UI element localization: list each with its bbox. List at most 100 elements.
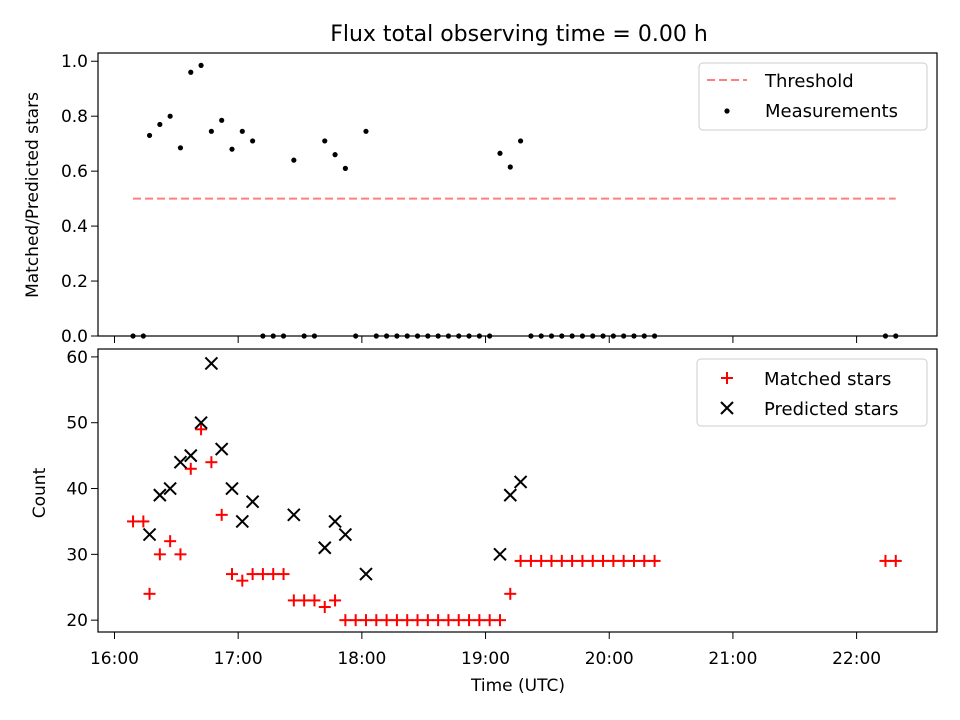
- matched-star-point: [137, 515, 150, 528]
- bottom-y-tick-label: 40: [66, 480, 88, 500]
- predicted-star-stroke-b: [225, 481, 239, 496]
- matched-star-point: [889, 554, 902, 567]
- legend-measurements-label: Measurements: [765, 101, 898, 122]
- bottom-axis-ticks: 16:00 17:00 18:00 19:00 20:00 21:00 22:00 20 30 4…: [66, 348, 881, 669]
- matched-star-point: [153, 548, 166, 561]
- matched-star-point: [370, 614, 383, 627]
- predicted-star-stroke-b: [318, 541, 332, 555]
- top-y-tick-label: 0.0: [61, 327, 88, 347]
- legend-measurements-swatch: [724, 108, 730, 114]
- matched-star-point: [256, 568, 269, 581]
- matched-star-point: [483, 614, 496, 627]
- bottom-y-axis-label: Count: [30, 467, 50, 518]
- predicted-star-point: [142, 527, 157, 542]
- top-axis-ticks: 0.0 0.2 0.4 0.6 0.8 1.0: [61, 52, 858, 347]
- matched-star-point: [607, 554, 620, 567]
- predicted-star-stroke-b: [173, 455, 188, 469]
- matched-star-point: [401, 614, 414, 627]
- bottom-y-tick-label: 30: [66, 545, 88, 565]
- predicted-star-stroke-b: [194, 416, 208, 430]
- measurement-point: [188, 69, 194, 75]
- predicted-star-point: [318, 541, 332, 555]
- matched-star-point: [566, 554, 579, 567]
- predicted-star-point: [493, 547, 507, 562]
- predicted-star-stroke-b: [184, 448, 198, 463]
- matched-star-point: [463, 614, 476, 627]
- matched-star-point: [421, 614, 434, 627]
- matched-star-point: [205, 456, 218, 469]
- measurement-point: [332, 152, 338, 158]
- top-y-tick-label: 0.2: [61, 272, 88, 292]
- x-tick-label: 22:00: [832, 649, 881, 669]
- x-tick-label: 16:00: [90, 649, 139, 669]
- matched-star-point: [576, 554, 589, 567]
- top-chart-title: Flux total observing time = 0.00 h: [330, 22, 708, 47]
- predicted-star-point: [287, 508, 301, 522]
- x-tick-label: 17:00: [214, 649, 263, 669]
- x-axis-label: Time (UTC): [470, 676, 565, 696]
- measurement-point: [517, 138, 524, 144]
- matched-star-point: [349, 614, 362, 627]
- x-tick-label: 20:00: [585, 649, 634, 669]
- predicted-star-point: [503, 488, 517, 502]
- matched-star-point: [287, 594, 300, 607]
- matched-star-point: [339, 614, 352, 627]
- matched-star-point: [617, 554, 630, 567]
- matched-star-point: [215, 508, 228, 521]
- predicted-star-stroke-b: [204, 356, 219, 371]
- measurement-point: [219, 117, 225, 123]
- predicted-star-point: [153, 488, 167, 502]
- predicted-star-point: [184, 448, 198, 463]
- predicted-star-point: [214, 442, 229, 456]
- matched-star-point: [493, 614, 506, 627]
- matched-star-point: [879, 554, 892, 567]
- matched-star-point: [380, 614, 393, 627]
- predicted-star-stroke-b: [493, 547, 507, 562]
- bottom-plot-marks: [127, 356, 902, 627]
- predicted-star-point: [338, 527, 353, 542]
- x-tick-label: 21:00: [708, 649, 757, 669]
- matched-star-point: [127, 515, 140, 528]
- measurement-point: [157, 121, 163, 128]
- measurement-point: [250, 138, 256, 144]
- matched-star-point: [164, 535, 177, 548]
- measurement-point: [229, 146, 235, 152]
- predicted-star-stroke-b: [153, 488, 167, 502]
- matched-star-point: [597, 554, 610, 567]
- matched-star-point: [504, 587, 517, 600]
- matched-star-point: [545, 554, 558, 567]
- matched-star-point: [298, 594, 311, 607]
- predicted-star-stroke-b: [235, 514, 250, 529]
- measurement-point: [291, 157, 297, 163]
- legend-threshold-label: Threshold: [764, 71, 854, 92]
- top-y-tick-label: 0.6: [61, 162, 88, 182]
- x-tick-label: 19:00: [461, 649, 510, 669]
- bottom-legend-box: [696, 358, 928, 427]
- bottom-y-tick-label: 20: [66, 611, 88, 631]
- top-y-axis-label: Matched/Predicted stars: [23, 92, 43, 298]
- bottom-y-tick-label: 60: [66, 348, 88, 368]
- measurement-point: [363, 128, 369, 134]
- predicted-star-point: [204, 356, 219, 371]
- predicted-star-point: [513, 475, 528, 489]
- matched-star-point: [648, 554, 661, 567]
- predicted-star-stroke-b: [338, 527, 353, 542]
- measurement-point: [146, 132, 153, 139]
- matched-star-point: [225, 568, 238, 581]
- matched-star-point: [277, 568, 290, 581]
- predicted-star-point: [235, 514, 250, 529]
- measurement-point: [239, 128, 245, 134]
- matched-star-point: [586, 554, 599, 567]
- matched-star-point: [174, 548, 187, 561]
- matched-star-point: [267, 568, 280, 581]
- matched-star-point: [308, 594, 321, 607]
- matched-star-point: [184, 462, 197, 475]
- matched-star-point: [329, 594, 342, 607]
- bottom-y-tick-label: 50: [66, 414, 88, 434]
- predicted-star-point: [173, 455, 188, 469]
- predicted-star-stroke-b: [214, 442, 229, 456]
- matched-star-point: [514, 554, 527, 567]
- matched-star-point: [143, 587, 156, 600]
- bottom-legend: Matched stars Predicted stars: [696, 358, 928, 427]
- predicted-star-point: [225, 481, 239, 496]
